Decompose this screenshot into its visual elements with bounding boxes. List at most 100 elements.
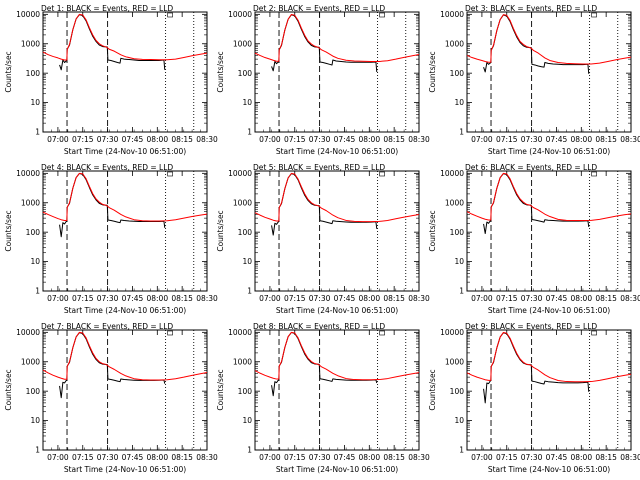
- y-tick-label: 10000: [16, 328, 40, 337]
- x-tick-label: 08:30: [196, 453, 218, 462]
- panel-title: Det 1: BLACK = Events, RED = LLD: [41, 4, 173, 13]
- x-tick-label: 08:30: [620, 453, 640, 462]
- panel-det-5: Det 5: BLACK = Events, RED = LLD Counts/…: [216, 163, 430, 315]
- x-tick-label: 07:15: [496, 135, 518, 144]
- panel-title: Det 8: BLACK = Events, RED = LLD: [253, 322, 385, 331]
- plot-frame: [42, 170, 208, 292]
- x-tick-label: 08:00: [570, 453, 592, 462]
- x-tick-label: 07:30: [309, 135, 331, 144]
- x-tick-label: 07:00: [259, 135, 281, 144]
- x-tick-label: 08:15: [171, 294, 193, 303]
- plot-frame: [466, 170, 632, 292]
- x-tick-label: 07:30: [521, 135, 543, 144]
- y-tick-label: 100: [26, 228, 41, 237]
- x-tick-label: 08:15: [171, 453, 193, 462]
- x-tick-label: 07:30: [97, 453, 119, 462]
- saa-marker: [167, 330, 173, 336]
- x-tick-label: 08:15: [383, 453, 405, 462]
- saa-marker: [379, 330, 385, 336]
- plot-frame: [254, 329, 420, 451]
- y-tick-label: 100: [238, 69, 253, 78]
- y-tick-label: 10: [454, 257, 464, 266]
- y-tick-label: 10000: [440, 328, 464, 337]
- y-tick-label: 1000: [233, 357, 252, 366]
- x-tick-label: 07:00: [259, 294, 281, 303]
- panel-title: Det 4: BLACK = Events, RED = LLD: [41, 163, 173, 172]
- panel-title: Det 7: BLACK = Events, RED = LLD: [41, 322, 173, 331]
- y-tick-label: 10: [30, 416, 40, 425]
- y-tick-label: 1000: [445, 198, 464, 207]
- x-axis-label: Start Time (24-Nov-10 06:51:00): [64, 465, 186, 474]
- saa-marker: [167, 12, 173, 18]
- y-tick-label: 1: [459, 446, 464, 455]
- saa-marker: [591, 12, 597, 18]
- x-tick-label: 07:15: [284, 453, 306, 462]
- x-axis-label: Start Time (24-Nov-10 06:51:00): [488, 306, 610, 315]
- panel-det-9: Det 9: BLACK = Events, RED = LLD Counts/…: [428, 322, 640, 474]
- x-tick-label: 07:15: [496, 453, 518, 462]
- y-tick-label: 1: [247, 128, 252, 137]
- x-tick-label: 08:15: [595, 135, 617, 144]
- y-axis-label: Counts/sec: [216, 210, 225, 251]
- series-line-lld: [254, 172, 420, 223]
- panel-det-2: Det 2: BLACK = Events, RED = LLD Counts/…: [216, 4, 430, 156]
- panel-title: Det 5: BLACK = Events, RED = LLD: [253, 163, 385, 172]
- x-tick-label: 08:30: [620, 294, 640, 303]
- y-tick-label: 10000: [228, 10, 252, 19]
- x-tick-label: 07:00: [471, 135, 493, 144]
- y-tick-label: 10: [242, 416, 252, 425]
- x-tick-label: 07:30: [309, 294, 331, 303]
- plot-frame: [466, 329, 632, 451]
- y-tick-label: 10000: [16, 169, 40, 178]
- saa-marker: [591, 171, 597, 177]
- x-tick-label: 08:15: [595, 453, 617, 462]
- x-axis-label: Start Time (24-Nov-10 06:51:00): [64, 147, 186, 156]
- panel-det-1: Det 1: BLACK = Events, RED = LLD Counts/…: [4, 4, 218, 156]
- y-tick-label: 1: [247, 446, 252, 455]
- series-line-lld: [254, 13, 420, 62]
- y-tick-label: 100: [26, 69, 41, 78]
- plot-frame: [254, 170, 420, 292]
- y-tick-label: 10: [30, 257, 40, 266]
- x-tick-label: 07:00: [47, 135, 69, 144]
- plot-frame: [42, 329, 208, 451]
- x-tick-label: 08:15: [171, 135, 193, 144]
- saa-marker: [379, 12, 385, 18]
- plot-frame: [466, 11, 632, 133]
- x-tick-label: 07:45: [334, 135, 356, 144]
- x-tick-label: 08:00: [146, 453, 168, 462]
- panel-det-8: Det 8: BLACK = Events, RED = LLD Counts/…: [216, 322, 430, 474]
- y-tick-label: 10000: [228, 328, 252, 337]
- y-tick-label: 100: [26, 387, 41, 396]
- x-tick-label: 08:15: [383, 294, 405, 303]
- y-axis-label: Counts/sec: [4, 369, 13, 410]
- x-tick-label: 07:15: [284, 135, 306, 144]
- y-tick-label: 1000: [233, 198, 252, 207]
- panel-det-7: Det 7: BLACK = Events, RED = LLD Counts/…: [4, 322, 218, 474]
- y-tick-label: 1000: [445, 39, 464, 48]
- plot-frame: [42, 11, 208, 133]
- x-tick-label: 07:00: [47, 294, 69, 303]
- x-tick-label: 07:45: [546, 135, 568, 144]
- x-tick-label: 07:00: [471, 294, 493, 303]
- x-tick-label: 08:30: [620, 135, 640, 144]
- saa-marker: [379, 171, 385, 177]
- x-axis-label: Start Time (24-Nov-10 06:51:00): [488, 147, 610, 156]
- panel-title: Det 6: BLACK = Events, RED = LLD: [465, 163, 597, 172]
- x-tick-label: 08:30: [408, 135, 430, 144]
- x-tick-label: 07:30: [97, 294, 119, 303]
- x-tick-label: 08:30: [408, 294, 430, 303]
- y-tick-label: 1: [459, 128, 464, 137]
- x-tick-label: 07:30: [521, 294, 543, 303]
- y-tick-label: 10: [242, 257, 252, 266]
- y-tick-label: 10000: [228, 169, 252, 178]
- x-tick-label: 07:45: [334, 294, 356, 303]
- x-tick-label: 07:45: [546, 453, 568, 462]
- x-tick-label: 07:00: [259, 453, 281, 462]
- x-tick-label: 07:45: [122, 453, 144, 462]
- x-tick-label: 07:30: [309, 453, 331, 462]
- panel-title: Det 3: BLACK = Events, RED = LLD: [465, 4, 597, 13]
- plot-frame: [254, 11, 420, 133]
- series-line-lld: [42, 13, 208, 61]
- x-tick-label: 07:30: [521, 453, 543, 462]
